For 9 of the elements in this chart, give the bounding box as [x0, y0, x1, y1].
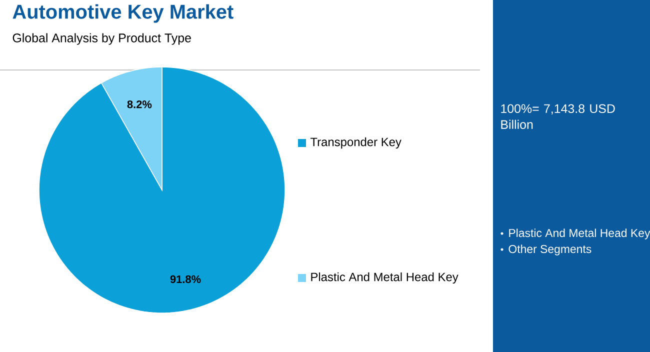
text: Plastic And Metal Head Key — [509, 228, 650, 240]
text: 100%= 7,143.8 USD Billion — [501, 104, 615, 129]
data-label: 8.2% — [127, 100, 152, 108]
legend-label: Plastic And Metal Head Key — [311, 272, 458, 284]
chart-subtitle: Global Analysis by Product Type — [12, 33, 191, 45]
chart-title: Automotive Key Market — [12, 4, 234, 23]
text: Other Segments — [508, 244, 592, 256]
legend-label: Transponder Key — [310, 137, 402, 149]
data-label: 91.8% — [170, 275, 201, 284]
